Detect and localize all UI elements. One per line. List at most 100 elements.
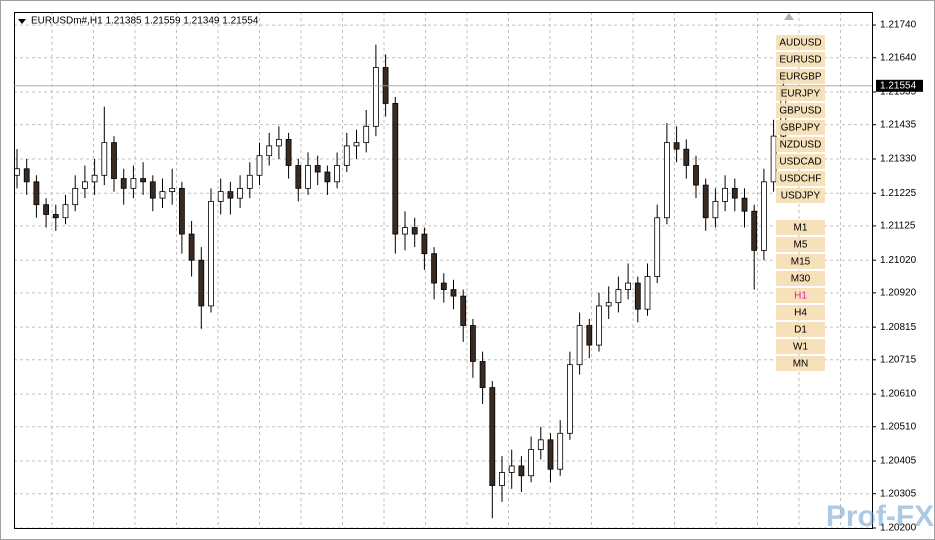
symbol-button-label[interactable]: GBPUSD (779, 106, 821, 117)
timeframe-button-label[interactable]: M30 (791, 274, 811, 285)
timeframe-button[interactable] (776, 339, 825, 354)
symbol-button[interactable] (776, 188, 825, 203)
price-axis: 1.21740 1.21640 1.21535 1.21435 1.21330 1.212… (14, 20, 923, 534)
symbol-button[interactable] (776, 69, 825, 84)
candle-body (508, 465, 515, 473)
symbol-button-label[interactable]: NZDUSD (780, 140, 822, 151)
candle-body (402, 227, 408, 235)
candle-body (528, 449, 534, 477)
candle-body (761, 181, 767, 251)
candle-body (314, 165, 321, 173)
candle-body (489, 387, 496, 486)
symbol-button-label[interactable]: USDJPY (781, 191, 821, 202)
candle-body (450, 289, 457, 297)
candle-body (324, 171, 331, 183)
symbol-button-label[interactable]: EURJPY (781, 89, 821, 100)
candle-body (159, 191, 166, 199)
timeframe-button-label[interactable]: M1 (794, 223, 808, 234)
candle-body (62, 204, 69, 219)
candle-body (634, 282, 641, 310)
y-tick-label: 1.21330 (880, 154, 917, 165)
candle-body (421, 233, 428, 255)
symbol-button[interactable] (776, 154, 825, 169)
timeframe-button[interactable] (776, 288, 825, 303)
symbol-button[interactable] (776, 120, 825, 135)
button-panel: AUDUSD EURUSD EURGBP EURJPY GBPUSD GBPJPY NZDU… (776, 35, 825, 371)
symbol-button-label[interactable]: USDCHF (780, 174, 822, 185)
symbol-button[interactable] (776, 171, 825, 186)
candle-body (372, 67, 379, 127)
candle-body (625, 282, 631, 290)
candle-body (208, 201, 214, 307)
symbol-button[interactable] (776, 86, 825, 101)
y-tick-label: 1.21125 (880, 221, 916, 232)
candle-body (431, 253, 438, 284)
candle-body (275, 138, 282, 147)
grid (14, 12, 872, 529)
candle-body (615, 289, 622, 304)
candle-body (305, 165, 311, 189)
timeframe-button[interactable] (776, 220, 825, 235)
candle-body (537, 439, 544, 451)
timeframe-button[interactable] (776, 322, 825, 337)
symbol-button[interactable] (776, 52, 825, 67)
candle-body (91, 174, 98, 183)
timeframe-button[interactable] (776, 254, 825, 269)
timeframe-button-label[interactable]: D1 (794, 325, 807, 336)
symbol-button[interactable] (776, 137, 825, 152)
candle-body (256, 155, 263, 176)
candle-body (518, 465, 525, 477)
timeframe-button-label[interactable]: M15 (791, 257, 811, 268)
candle-body (266, 145, 273, 157)
symbol-button[interactable] (776, 35, 825, 50)
candle-body (712, 201, 719, 219)
timeframe-button[interactable] (776, 271, 825, 286)
timeframe-button[interactable] (776, 356, 825, 371)
candle-body (52, 214, 59, 219)
candle-body (702, 184, 709, 219)
symbol-button-label[interactable]: EURGBP (779, 72, 822, 83)
symbol-button-label[interactable]: AUDUSD (779, 38, 821, 49)
shift-marker (784, 13, 794, 20)
candle-body (567, 364, 573, 434)
candle-body (82, 181, 88, 189)
timeframe-button-label[interactable]: MN (793, 359, 809, 370)
candle-body (295, 165, 302, 189)
timeframe-button-label[interactable]: W1 (793, 342, 808, 353)
timeframe-button[interactable] (776, 237, 825, 252)
y-tick-label: 1.20715 (880, 354, 917, 365)
candle-body (499, 472, 505, 486)
symbol-button-label[interactable]: GBPJPY (781, 123, 821, 134)
y-tick-label: 1.20305 (880, 488, 917, 499)
candle-body (363, 125, 370, 144)
y-tick-label: 1.20200 (880, 523, 917, 534)
candle-body (217, 191, 224, 202)
candle-body (479, 361, 486, 388)
candle-body (111, 142, 117, 179)
timeframe-button-label[interactable]: H4 (794, 308, 807, 319)
candle-body (246, 174, 253, 189)
symbol-button-label[interactable]: USDCAD (779, 157, 821, 168)
watermark: Prof-FX (826, 500, 934, 533)
candle-body (334, 165, 341, 183)
symbol-button-label[interactable]: EURUSD (779, 55, 821, 66)
candle-body (770, 135, 777, 183)
timeframe-button[interactable] (776, 305, 825, 320)
current-price-label: 1.21554 (880, 80, 917, 91)
timeframe-button-label[interactable]: M5 (794, 240, 808, 251)
candle-body (33, 181, 40, 206)
candle-body (198, 259, 205, 307)
candle-body (237, 187, 244, 199)
y-tick-label: 1.21740 (880, 20, 917, 31)
menu-arrow[interactable] (18, 19, 26, 24)
plot-frame (14, 12, 873, 529)
candle-body (188, 233, 195, 261)
timeframe-button-label[interactable]: H1 (794, 291, 807, 302)
candle-body (14, 168, 20, 176)
candle-body (353, 142, 360, 147)
candle-body (596, 305, 602, 346)
candle-body (285, 138, 292, 166)
symbol-button[interactable] (776, 103, 825, 118)
candle-body (43, 204, 49, 215)
